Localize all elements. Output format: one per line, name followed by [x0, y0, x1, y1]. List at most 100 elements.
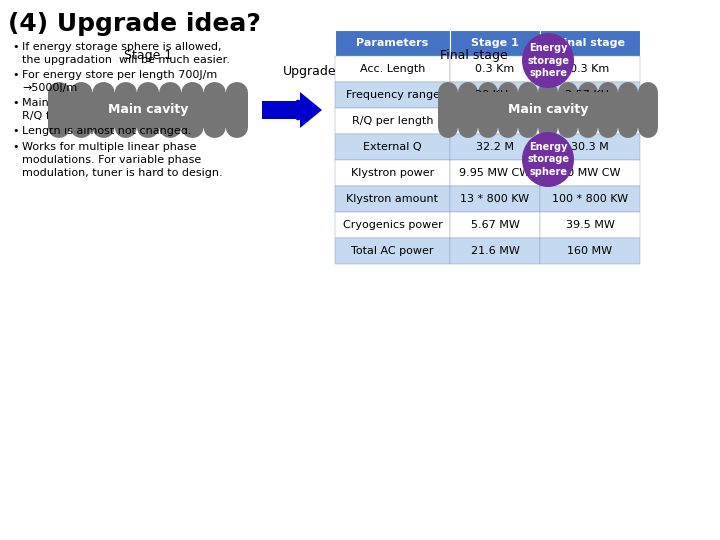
Bar	[450, 212, 540, 238]
Text: Final stage: Final stage	[440, 49, 508, 62]
Text: 13 * 800 KW: 13 * 800 KW	[460, 194, 530, 204]
Ellipse shape	[478, 118, 498, 138]
Bar	[540, 30, 640, 56]
Text: (4) Upgrade idea?: (4) Upgrade idea?	[8, 12, 261, 36]
Text: 9.95 MW CW: 9.95 MW CW	[459, 168, 531, 178]
Text: Energy
storage
sphere: Energy storage sphere	[527, 142, 569, 177]
Bar	[335, 134, 450, 160]
Text: Upgrade: Upgrade	[283, 65, 337, 78]
Text: Klystron power: Klystron power	[351, 168, 434, 178]
Bar	[450, 238, 540, 264]
Text: 28 Ω/m: 28 Ω/m	[570, 116, 611, 126]
Text: For energy store per length 700J/m
→5000J/m: For energy store per length 700J/m →5000…	[22, 70, 217, 93]
Text: 160 MW: 160 MW	[567, 246, 613, 256]
Bar	[450, 82, 540, 108]
Ellipse shape	[438, 82, 458, 102]
Ellipse shape	[137, 118, 159, 138]
Text: Cryogenics power: Cryogenics power	[343, 220, 442, 230]
Bar	[450, 108, 540, 134]
Text: •: •	[12, 42, 19, 52]
Ellipse shape	[458, 82, 478, 102]
Text: If energy storage sphere is allowed,
the upgradation  will be much easier.: If energy storage sphere is allowed, the…	[22, 42, 230, 65]
Ellipse shape	[578, 118, 598, 138]
Bar	[540, 82, 640, 108]
Bar	[335, 160, 450, 186]
Ellipse shape	[558, 82, 577, 102]
Text: Final stage: Final stage	[556, 38, 624, 48]
Ellipse shape	[618, 82, 638, 102]
Bar	[450, 160, 540, 186]
Bar	[540, 56, 640, 82]
Ellipse shape	[48, 82, 70, 102]
Ellipse shape	[115, 82, 137, 102]
Ellipse shape	[638, 118, 658, 138]
Ellipse shape	[48, 118, 70, 138]
Ellipse shape	[498, 118, 518, 138]
Bar	[335, 238, 450, 264]
Bar	[335, 212, 450, 238]
Ellipse shape	[458, 118, 478, 138]
Text: 80 MW CW: 80 MW CW	[559, 168, 620, 178]
Text: Parameters: Parameters	[356, 38, 428, 48]
Bar	[540, 212, 640, 238]
Ellipse shape	[137, 82, 159, 102]
Bar	[438, 92, 658, 128]
Text: Main cavity: Main cavity	[508, 104, 588, 117]
Text: •: •	[12, 143, 19, 152]
Text: Stage 1: Stage 1	[471, 38, 519, 48]
Bar	[450, 186, 540, 212]
Ellipse shape	[478, 82, 498, 102]
Ellipse shape	[438, 118, 458, 138]
Ellipse shape	[578, 82, 598, 102]
Text: 39.5 MW: 39.5 MW	[566, 220, 614, 230]
Polygon shape	[262, 92, 322, 128]
Text: R/Q per length: R/Q per length	[352, 116, 433, 126]
Text: •: •	[12, 70, 19, 80]
Ellipse shape	[115, 118, 137, 138]
Text: Total AC power: Total AC power	[351, 246, 433, 256]
Text: 21.6 MW: 21.6 MW	[471, 246, 519, 256]
Text: 0.3 Km: 0.3 Km	[475, 64, 515, 74]
Text: 0.3 Km: 0.3 Km	[570, 64, 610, 74]
Text: Acc. Length: Acc. Length	[360, 64, 426, 74]
Bar	[335, 56, 450, 82]
Ellipse shape	[159, 82, 181, 102]
Text: •: •	[12, 126, 19, 136]
Ellipse shape	[558, 118, 577, 138]
Bar	[540, 134, 640, 160]
Ellipse shape	[498, 82, 518, 102]
Ellipse shape	[518, 82, 538, 102]
Ellipse shape	[518, 118, 538, 138]
Ellipse shape	[93, 118, 114, 138]
Ellipse shape	[522, 132, 574, 187]
Text: Klystron amount: Klystron amount	[346, 194, 438, 204]
Text: 2.57 KHz: 2.57 KHz	[565, 90, 615, 100]
Text: Works for multiple linear phase
modulations. For variable phase
modulation, tune: Works for multiple linear phase modulati…	[22, 143, 222, 178]
Text: 5.67 MW: 5.67 MW	[471, 220, 519, 230]
Bar	[335, 30, 450, 56]
Ellipse shape	[598, 82, 618, 102]
Ellipse shape	[204, 82, 225, 102]
Bar	[450, 134, 540, 160]
Ellipse shape	[618, 118, 638, 138]
Text: 32.2 M: 32.2 M	[476, 142, 514, 152]
Bar	[335, 108, 450, 134]
Bar	[335, 82, 450, 108]
Bar	[450, 30, 540, 56]
Text: Energy
storage
sphere: Energy storage sphere	[527, 43, 569, 78]
Text: 200 Ω/m: 200 Ω/m	[471, 116, 519, 126]
Ellipse shape	[204, 118, 225, 138]
Text: Frequency range: Frequency range	[346, 90, 439, 100]
Ellipse shape	[71, 118, 92, 138]
Text: 100 * 800 KW: 100 * 800 KW	[552, 194, 628, 204]
Ellipse shape	[539, 82, 558, 102]
Bar	[335, 186, 450, 212]
Text: 30.3 M: 30.3 M	[571, 142, 609, 152]
Text: Stage 1: Stage 1	[124, 49, 172, 62]
Text: •: •	[12, 98, 19, 108]
Ellipse shape	[181, 118, 203, 138]
Text: Length is almost not changed.: Length is almost not changed.	[22, 126, 192, 136]
Text: 20 KHz: 20 KHz	[475, 90, 515, 100]
Text: Main cavity geometry is not changing,
R/Q from 200 Ω/m → 28 Ω/m: Main cavity geometry is not changing, R/…	[22, 98, 236, 121]
Bar	[450, 56, 540, 82]
